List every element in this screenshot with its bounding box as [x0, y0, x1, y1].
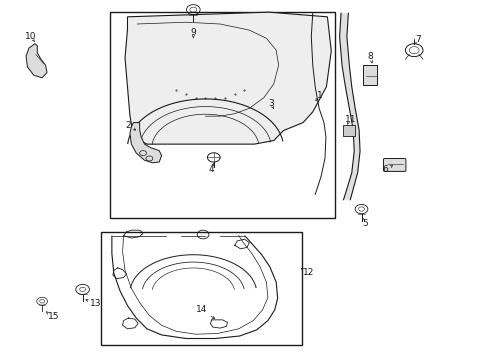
Bar — [110, 12, 334, 218]
Text: 4: 4 — [208, 166, 214, 175]
Text: 13: 13 — [90, 299, 102, 308]
Text: 5: 5 — [362, 219, 367, 228]
Polygon shape — [130, 123, 161, 163]
Text: 15: 15 — [47, 312, 59, 321]
Text: 10: 10 — [25, 32, 37, 41]
FancyBboxPatch shape — [342, 126, 354, 136]
FancyBboxPatch shape — [383, 158, 405, 171]
Text: 9: 9 — [190, 28, 196, 37]
Polygon shape — [125, 12, 330, 144]
Polygon shape — [339, 13, 359, 200]
Text: 12: 12 — [303, 268, 314, 277]
Text: 11: 11 — [345, 115, 356, 124]
Text: 2: 2 — [125, 121, 131, 130]
Text: 1: 1 — [317, 91, 322, 100]
Text: 14: 14 — [196, 305, 207, 314]
Bar — [101, 232, 302, 345]
Polygon shape — [26, 44, 47, 78]
Text: 8: 8 — [366, 53, 372, 62]
FancyBboxPatch shape — [362, 65, 376, 85]
Text: 7: 7 — [414, 35, 420, 44]
Text: 6: 6 — [381, 166, 387, 175]
Text: 3: 3 — [268, 99, 274, 108]
